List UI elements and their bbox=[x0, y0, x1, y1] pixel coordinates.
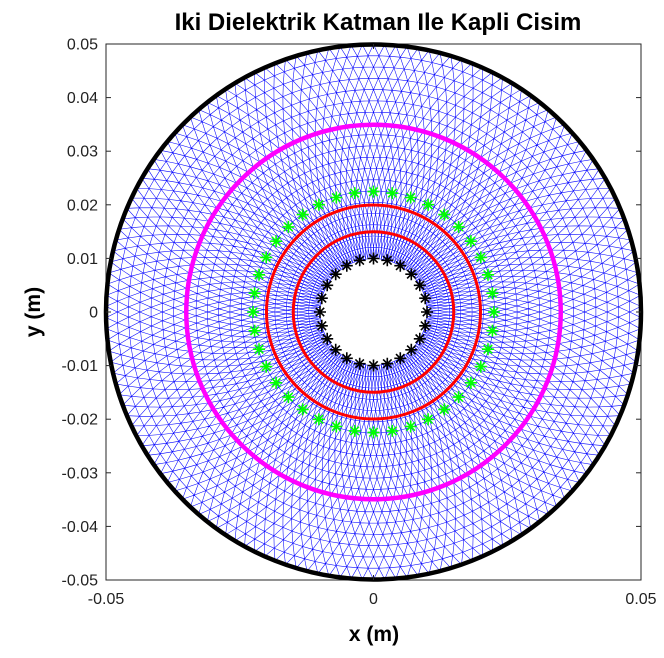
x-axis: -0.05 0 0.05 bbox=[88, 44, 657, 608]
y-axis-label: y (m) bbox=[22, 287, 45, 337]
green-markers-point bbox=[312, 413, 325, 426]
black-markers-point bbox=[381, 254, 394, 267]
green-markers-point bbox=[282, 391, 295, 404]
y-tick-label: 0.01 bbox=[67, 251, 98, 268]
black-markers-point bbox=[314, 306, 326, 318]
black-markers-point bbox=[394, 352, 407, 365]
green-markers-point bbox=[482, 343, 494, 356]
black-markers-point bbox=[413, 279, 426, 292]
black-markers-point bbox=[315, 292, 328, 305]
green-markers-point bbox=[270, 235, 283, 248]
y-tick-label: -0.05 bbox=[62, 573, 99, 590]
green-markers-point bbox=[386, 424, 399, 437]
black-markers-point bbox=[419, 319, 432, 332]
green-markers-point bbox=[474, 251, 487, 264]
black-markers-point bbox=[419, 292, 432, 305]
y-tick-label: 0.03 bbox=[67, 144, 98, 161]
green-markers-point bbox=[386, 187, 399, 200]
green-markers-point bbox=[348, 424, 361, 437]
green-markers-point bbox=[282, 220, 295, 233]
black-markers-point bbox=[421, 306, 433, 318]
green-markers-point bbox=[438, 403, 451, 416]
green-markers-point bbox=[330, 420, 343, 433]
chart-title: Iki Dielektrik Katman Ile Kapli Cisim bbox=[175, 9, 582, 36]
green-markers-point bbox=[367, 185, 380, 198]
green-markers-point bbox=[438, 208, 451, 221]
red-outer-circle bbox=[265, 203, 482, 421]
green-markers-point bbox=[248, 287, 261, 300]
green-markers-point bbox=[296, 208, 309, 221]
green-markers-point bbox=[367, 426, 380, 439]
black-markers-point bbox=[367, 252, 380, 265]
y-tick-label: 0.04 bbox=[67, 90, 98, 107]
y-tick-label: -0.02 bbox=[62, 412, 99, 429]
green-markers-point bbox=[486, 324, 499, 337]
magenta-layer-circle bbox=[184, 122, 563, 502]
green-markers-point bbox=[464, 376, 477, 389]
y-tick-label: -0.01 bbox=[62, 358, 99, 375]
x-tick-label: 0.05 bbox=[625, 591, 656, 608]
green-markers-point bbox=[404, 420, 417, 433]
y-tick-label: -0.03 bbox=[62, 465, 99, 482]
green-markers-point bbox=[260, 360, 273, 373]
green-markers-point bbox=[486, 287, 499, 300]
green-markers-point bbox=[247, 306, 260, 318]
y-tick-label: 0 bbox=[89, 305, 98, 322]
black-markers-point bbox=[329, 268, 342, 281]
black-markers-point bbox=[381, 357, 394, 370]
red-inner-circle bbox=[291, 230, 456, 394]
black-markers-point bbox=[329, 343, 342, 356]
green-markers-point bbox=[422, 198, 435, 211]
black-markers bbox=[314, 252, 433, 372]
green-markers-point bbox=[452, 220, 465, 233]
green-markers-point bbox=[348, 187, 361, 200]
green-markers-point bbox=[452, 391, 465, 404]
green-markers-point bbox=[464, 235, 477, 248]
black-markers-point bbox=[394, 259, 407, 272]
black-markers-point bbox=[353, 357, 366, 370]
green-markers-point bbox=[260, 251, 273, 264]
black-markers-point bbox=[405, 343, 418, 356]
y-tick-label: 0.02 bbox=[67, 197, 98, 214]
green-markers-point bbox=[487, 306, 500, 318]
green-markers bbox=[247, 185, 500, 439]
green-markers-point bbox=[474, 360, 487, 373]
black-markers-point bbox=[413, 332, 426, 345]
black-markers-point bbox=[321, 332, 334, 345]
black-markers-point bbox=[340, 259, 353, 272]
green-markers-point bbox=[296, 403, 309, 416]
green-markers-point bbox=[253, 268, 265, 281]
green-markers-point bbox=[270, 376, 283, 389]
y-tick-label: 0.05 bbox=[67, 37, 98, 54]
green-markers-point bbox=[253, 343, 265, 356]
x-tick-label: -0.05 bbox=[88, 591, 125, 608]
black-markers-point bbox=[353, 254, 366, 267]
black-markers-point bbox=[367, 359, 380, 372]
black-markers-point bbox=[340, 352, 353, 365]
black-markers-point bbox=[321, 279, 334, 292]
green-markers-point bbox=[404, 191, 417, 204]
plot-area bbox=[103, 42, 644, 582]
black-markers-point bbox=[315, 319, 328, 332]
x-axis-label: x (m) bbox=[349, 623, 399, 646]
green-markers-point bbox=[330, 191, 343, 204]
y-axis: 0.05 0.04 0.03 0.02 0.01 0 -0.01 -0.02 -0.03 -0.0… bbox=[62, 37, 641, 590]
x-tick-label: 0 bbox=[369, 591, 378, 608]
green-markers-point bbox=[482, 268, 494, 281]
black-markers-point bbox=[405, 268, 418, 281]
green-markers-point bbox=[312, 198, 325, 211]
green-markers-point bbox=[422, 413, 435, 426]
green-markers-point bbox=[248, 324, 261, 337]
y-tick-label: -0.04 bbox=[62, 519, 99, 536]
